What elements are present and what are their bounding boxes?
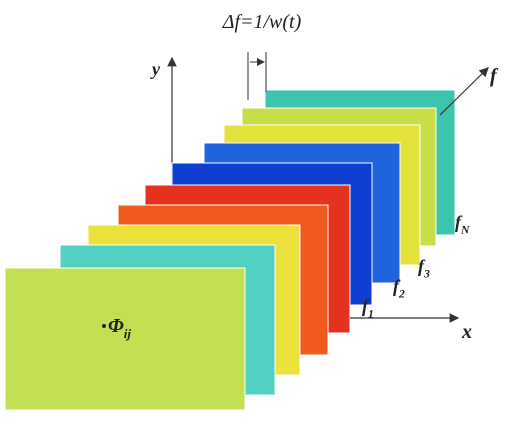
slice-stack: [5, 58, 455, 410]
diagram: Δf=1/w(t) y f x fNf3f2f1Φij: [0, 0, 510, 426]
point: [102, 324, 106, 328]
label-subscript: 3: [423, 267, 430, 280]
label-base: Φ: [108, 315, 124, 337]
label-subscript: N: [460, 223, 470, 236]
label-subscript: 1: [368, 307, 374, 320]
axis-label: x: [461, 321, 472, 343]
subscripted-label: f3: [418, 256, 430, 280]
subscripted-label: fN: [455, 212, 470, 236]
label-subscript: 2: [398, 287, 405, 300]
axis-label: y: [150, 59, 161, 79]
delta-label: Δf=1/w(t): [222, 11, 302, 33]
label-subscript: ij: [124, 326, 132, 341]
axis-label: f: [490, 65, 499, 87]
